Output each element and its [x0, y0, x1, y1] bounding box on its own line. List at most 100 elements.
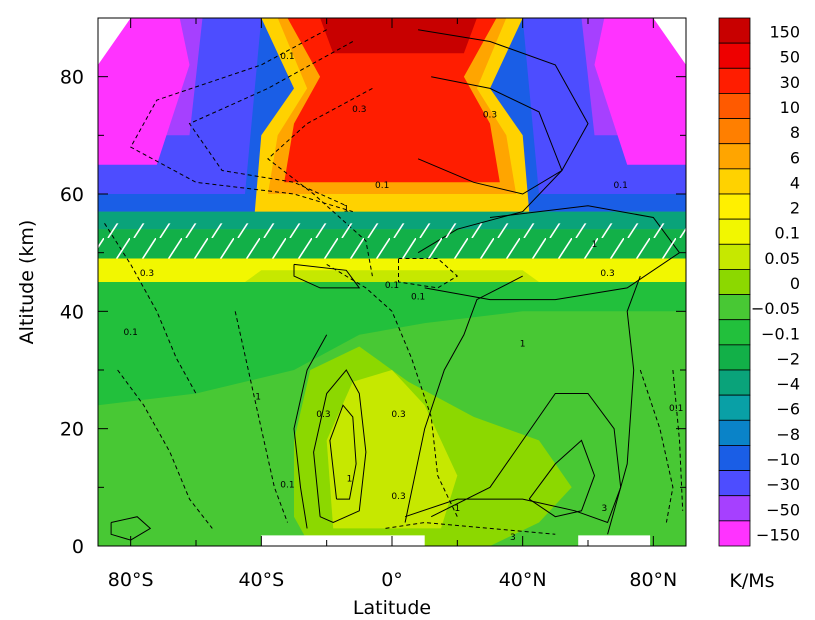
contour-line: [528, 439, 596, 518]
colorbar-swatch: [718, 470, 751, 497]
contour-label: 0.1: [124, 328, 138, 338]
y-axis-label: Altitude (km): [16, 220, 38, 345]
colorbar-swatch: [718, 445, 751, 471]
field-band-yellow: [98, 258, 686, 282]
colorbar-level-label: 8: [790, 123, 800, 142]
colorbar-swatch: [718, 520, 751, 547]
colorbar-swatch: [718, 319, 751, 346]
colorbar-level-label: 4: [790, 173, 800, 192]
contour-label: 0.3: [391, 492, 405, 502]
contour-line: [639, 369, 674, 523]
blank-corner: [98, 18, 131, 65]
contour-line: [130, 29, 353, 213]
colorbar-swatch: [718, 67, 751, 94]
contour-label: 0.3: [140, 269, 154, 279]
contour-line: [607, 275, 641, 535]
colorbar-level-label: −2: [776, 349, 800, 368]
contour-line: [672, 369, 684, 511]
colorbar-level-label: −0.1: [761, 324, 800, 343]
colorbar-swatch: [718, 294, 751, 321]
contour-line: [329, 404, 357, 500]
y-tick-label: 80: [60, 67, 84, 89]
colorbar-swatch: [718, 42, 751, 69]
colorbar-swatch: [718, 17, 751, 44]
contour-line: [313, 369, 367, 524]
colorbar-swatch: [718, 269, 751, 295]
colorbar-swatch: [718, 344, 751, 371]
contour-label: 1: [255, 392, 261, 402]
x-axis-label: Latitude: [353, 597, 431, 619]
y-tick-label: 60: [60, 184, 84, 206]
y-tick-label: 0: [72, 536, 84, 558]
contour-line: [326, 263, 458, 517]
contour-line: [234, 311, 288, 523]
contour-label: 0.1: [614, 181, 628, 191]
colorbar-swatch: [718, 394, 751, 421]
colorbar-swatch: [718, 93, 751, 119]
colorbar-swatch: [718, 143, 751, 170]
x-tick-label: 0°: [381, 569, 403, 591]
field-plume-darkred: [320, 18, 477, 54]
blank-floor: [578, 535, 651, 546]
blank-floor: [261, 535, 425, 546]
colorbar-level-label: 0: [790, 274, 800, 293]
blank-corner: [653, 18, 686, 65]
contour-label: 1: [343, 205, 349, 215]
x-tick-label: 80°S: [108, 569, 154, 591]
colorbar-level-label: −0.05: [751, 299, 800, 318]
colorbar: 150 50 30 10 8 6 4 2 0.1 0.05 0 −0.05 −0.1 −2 −4 −6 −8 −1…: [718, 17, 800, 547]
field-band-yellowgreen: [245, 270, 539, 282]
contour-label: 0.1: [385, 281, 399, 291]
y-axis: 0 20 40 60 80: [60, 67, 686, 558]
y-tick-label: 20: [60, 419, 84, 441]
colorbar-unit-label: K/Ms: [729, 570, 774, 592]
field-tropics-core: [326, 370, 458, 529]
colorbar-level-label: 2: [790, 199, 800, 218]
colorbar-level-label: −30: [766, 475, 800, 494]
colorbar-swatch: [718, 369, 751, 396]
colorbar-level-label: −8: [776, 425, 800, 444]
contour-label: 0.1: [669, 404, 683, 414]
colorbar-level-label: −50: [766, 500, 800, 519]
contour-label: 0.3: [352, 105, 366, 115]
contour-line: [293, 334, 328, 529]
colorbar-level-label: 0.05: [764, 249, 800, 268]
contour-labels: 0.1 0.3 1 0.3 0.1 0.1 0.1 1 0.3 0.3 1 0.1 0.3 1 3 3 0.3 0…: [124, 52, 684, 543]
contour-label: 0.1: [375, 181, 389, 191]
colorbar-swatch: [718, 218, 751, 245]
colorbar-swatch: [718, 193, 751, 220]
colorbar-level-label: 10: [780, 98, 800, 117]
colorbar-level-label: 150: [769, 23, 800, 42]
contour-line: [117, 369, 213, 529]
contour-label: 1: [454, 504, 460, 514]
field-nh-magenta: [594, 18, 686, 165]
field-sh-magenta: [98, 18, 190, 165]
contour-line: [424, 205, 681, 301]
colorbar-swatch: [718, 168, 751, 195]
contour-label: 0.3: [391, 410, 405, 420]
contour-line: [404, 393, 622, 524]
colorbar-level-label: −6: [776, 400, 800, 419]
contour-label: 0.1: [280, 52, 294, 62]
contour-label: 3: [601, 504, 607, 514]
x-axis: 80°S 40°S 0° 40°N 80°N: [108, 18, 677, 591]
colorbar-level-label: 50: [780, 48, 800, 67]
colorbar-swatch: [718, 243, 751, 270]
contour-lines: [104, 29, 684, 541]
y-tick-label: 40: [60, 301, 84, 323]
colorbar-level-label: −150: [756, 525, 800, 544]
colour-field: [98, 18, 686, 546]
x-tick-label: 40°N: [499, 569, 547, 591]
contour-label: 0.3: [316, 410, 330, 420]
plot-area: 0.1 0.3 1 0.3 0.1 0.1 0.1 1 0.3 0.3 1 0.1 0.3 1 3 3 0.3 0…: [98, 18, 686, 546]
hatched-band: [98, 223, 686, 259]
colorbar-level-label: 6: [790, 148, 800, 167]
contour-label: 1: [347, 474, 353, 484]
colorbar-swatch: [718, 419, 751, 446]
colorbar-swatch: [718, 118, 751, 145]
colorbar-level-label: −4: [776, 375, 800, 394]
field-plume-red: [284, 18, 500, 183]
contour-label: 0.3: [483, 111, 497, 121]
contour-label: 3: [510, 533, 516, 543]
